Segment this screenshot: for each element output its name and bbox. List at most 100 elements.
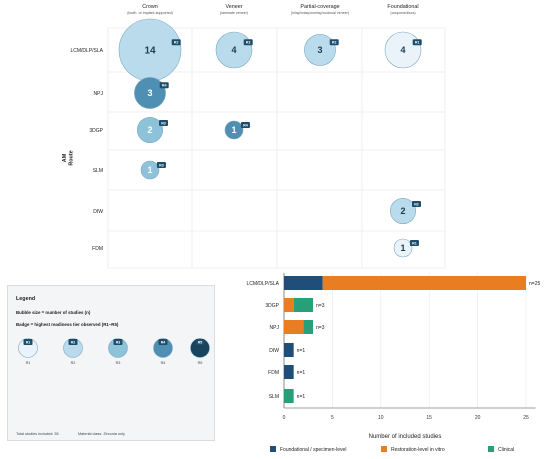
row-label-npj: NPJ: [94, 91, 104, 97]
bubble-matrix-chart: Crown(tooth- or implant-supported) Veneer…: [62, 4, 446, 269]
y-axis-title: AMRoute: [62, 150, 75, 165]
bubble-count-label: 2: [147, 125, 152, 135]
legend-tier-caption: R5: [198, 361, 203, 365]
bar-segment-3dgp-clinical: [293, 298, 314, 312]
readiness-badge-label: R1: [412, 241, 417, 245]
legend-tier-r4: R4 R4: [153, 338, 173, 365]
legend-tier-swatches: R1 R1 R2 R2 R3 R3 R4 R4 R5 R5: [18, 338, 210, 365]
y-tick-label-3dgp: 3DGP: [265, 303, 279, 309]
readiness-badge-label: R3: [161, 121, 166, 125]
column-subheader-partial-coverage: (inlay/onlay/overlay/occlusal veneer): [291, 11, 349, 15]
bar-total-label-npj: n=3: [316, 325, 325, 331]
bubble-count-label: 2: [400, 206, 405, 216]
legend-tier-caption: R4: [161, 361, 166, 365]
bubble-circle: [389, 197, 417, 225]
legend-tier-badge-label: R4: [161, 340, 166, 344]
bar-segment-npj-restoration-level-in-vitro: [284, 320, 304, 334]
x-tick-label: 10: [378, 415, 384, 421]
legend-tier-caption: R3: [116, 361, 121, 365]
bar-legend-swatch-restoration-level-in-vitro: [381, 446, 387, 452]
readiness-badge: [240, 122, 250, 129]
legend-tier-circle: [63, 338, 83, 358]
column-subheader-foundational: (coupons/discs): [390, 11, 415, 15]
legend-tier-badge: [158, 339, 168, 345]
bar-segment-diw-foundational-specimen-level: [284, 343, 294, 357]
y-tick-label-slm: SLM: [269, 394, 279, 400]
column-header-foundational: Foundational: [387, 4, 418, 10]
legend-tier-badge-label: R5: [198, 340, 203, 344]
legend-badge-note: Badge = highest readiness tier observed …: [16, 322, 119, 327]
legend-total-studies: Total studies included: 35: [16, 432, 59, 436]
legend-tier-circle: [18, 338, 38, 358]
bubble-circle: [136, 116, 164, 144]
readiness-badge-label: R2: [246, 41, 251, 45]
x-tick-label: 0: [283, 415, 286, 421]
bubble-count-label: 4: [231, 45, 236, 55]
bubble-lcm-dlp-sla-partial-coverage: 3 R2: [304, 34, 339, 66]
bar-legend-label-restoration-level-in-vitro: Restoration-level in vitro: [391, 447, 445, 453]
column-header-crown: Crown: [142, 4, 158, 10]
column-subheader-crown: (tooth- or implant-supported): [127, 11, 173, 15]
readiness-badge-label: R4: [162, 84, 167, 88]
bubble-count-label: 1: [147, 165, 152, 175]
bubble-circle: [384, 31, 422, 69]
x-tick-label: 15: [426, 415, 432, 421]
legend-tier-r1: R1 R1: [18, 338, 38, 365]
bubble-circle: [134, 77, 166, 109]
y-tick-label-diw: DIW: [269, 348, 279, 354]
row-label-diw: DIW: [93, 209, 103, 215]
readiness-badge-label: R2: [414, 202, 419, 206]
bar-segment-fdm-foundational-specimen-level: [284, 365, 294, 379]
bubble-fdm-foundational: 1 R1: [393, 238, 419, 258]
readiness-badge-label: R3: [159, 163, 164, 167]
bubble-count-label: 14: [144, 46, 156, 57]
readiness-badge: [412, 39, 422, 46]
readiness-badge-label: R1: [415, 41, 420, 45]
row-label-lcm-dlp-sla: LCM/DLP/SLA: [70, 48, 103, 54]
legend-title: Legend: [16, 296, 36, 302]
bar-legend-swatch-foundational-specimen-level: [270, 446, 276, 452]
bubble-lcm-dlp-sla-veneer: 4 R2: [215, 31, 253, 69]
bubble-count-label: 4: [400, 45, 405, 55]
readiness-badge-label: R4: [243, 123, 248, 127]
bubble-lcm-dlp-sla-foundational: 4 R1: [384, 31, 422, 69]
bubble-lcm-dlp-sla-crown: 14 R2: [118, 18, 182, 82]
row-label-fdm: FDM: [92, 246, 103, 252]
bar-total-label-diw: n=1: [297, 348, 306, 354]
legend-tier-badge-label: R3: [116, 340, 121, 344]
bubble-diw-foundational: 2 R2: [389, 197, 422, 225]
y-tick-label-lcm-dlp-sla: LCM/DLP/SLA: [246, 281, 279, 287]
y-tick-label-npj: NPJ: [270, 325, 280, 331]
bar-legend-swatch-clinical: [488, 446, 494, 452]
bar-segment-lcm-dlp-sla-restoration-level-in-vitro: [322, 276, 526, 290]
legend-tier-caption: R1: [26, 361, 31, 365]
readiness-badge: [412, 200, 422, 207]
legend-tier-badge: [68, 339, 78, 345]
bar-segment-lcm-dlp-sla-foundational-specimen-level: [284, 276, 323, 290]
bubble-circle: [140, 160, 160, 180]
legend-tier-circle: [190, 338, 210, 358]
column-header-veneer: Veneer: [225, 4, 242, 10]
bubble-count-label: 1: [231, 125, 236, 135]
readiness-badge: [243, 39, 253, 46]
bar-total-label-lcm-dlp-sla: n=25: [529, 281, 540, 287]
legend-tier-r2: R2 R2: [63, 338, 83, 365]
bar-segment-npj-clinical: [303, 320, 314, 334]
bubble-3dgp-crown: 2 R3: [136, 116, 169, 144]
x-tick-label: 25: [523, 415, 529, 421]
legend-panel: Legend Bubble size = number of studies (…: [7, 285, 215, 441]
bar-total-label-3dgp: n=3: [316, 303, 325, 309]
legend-tier-circle: [108, 338, 128, 358]
x-axis-title: Number of included studies: [369, 434, 442, 440]
legend-tier-badge: [113, 339, 123, 345]
bubble-count-label: 1: [400, 243, 405, 253]
bar-legend-label-foundational-specimen-level: Foundational / specimen-level: [280, 447, 346, 453]
bubble-npj-crown: 3 R4: [134, 77, 169, 109]
legend-tier-badge: [23, 339, 33, 345]
legend-tier-r5: R5 R5: [190, 338, 210, 365]
bar-total-label-slm: n=1: [297, 394, 306, 400]
row-label-3dgp: 3DGP: [89, 128, 103, 134]
readiness-badge: [159, 119, 169, 126]
legend-tier-badge-label: R2: [71, 340, 76, 344]
readiness-badge-label: R2: [332, 41, 337, 45]
